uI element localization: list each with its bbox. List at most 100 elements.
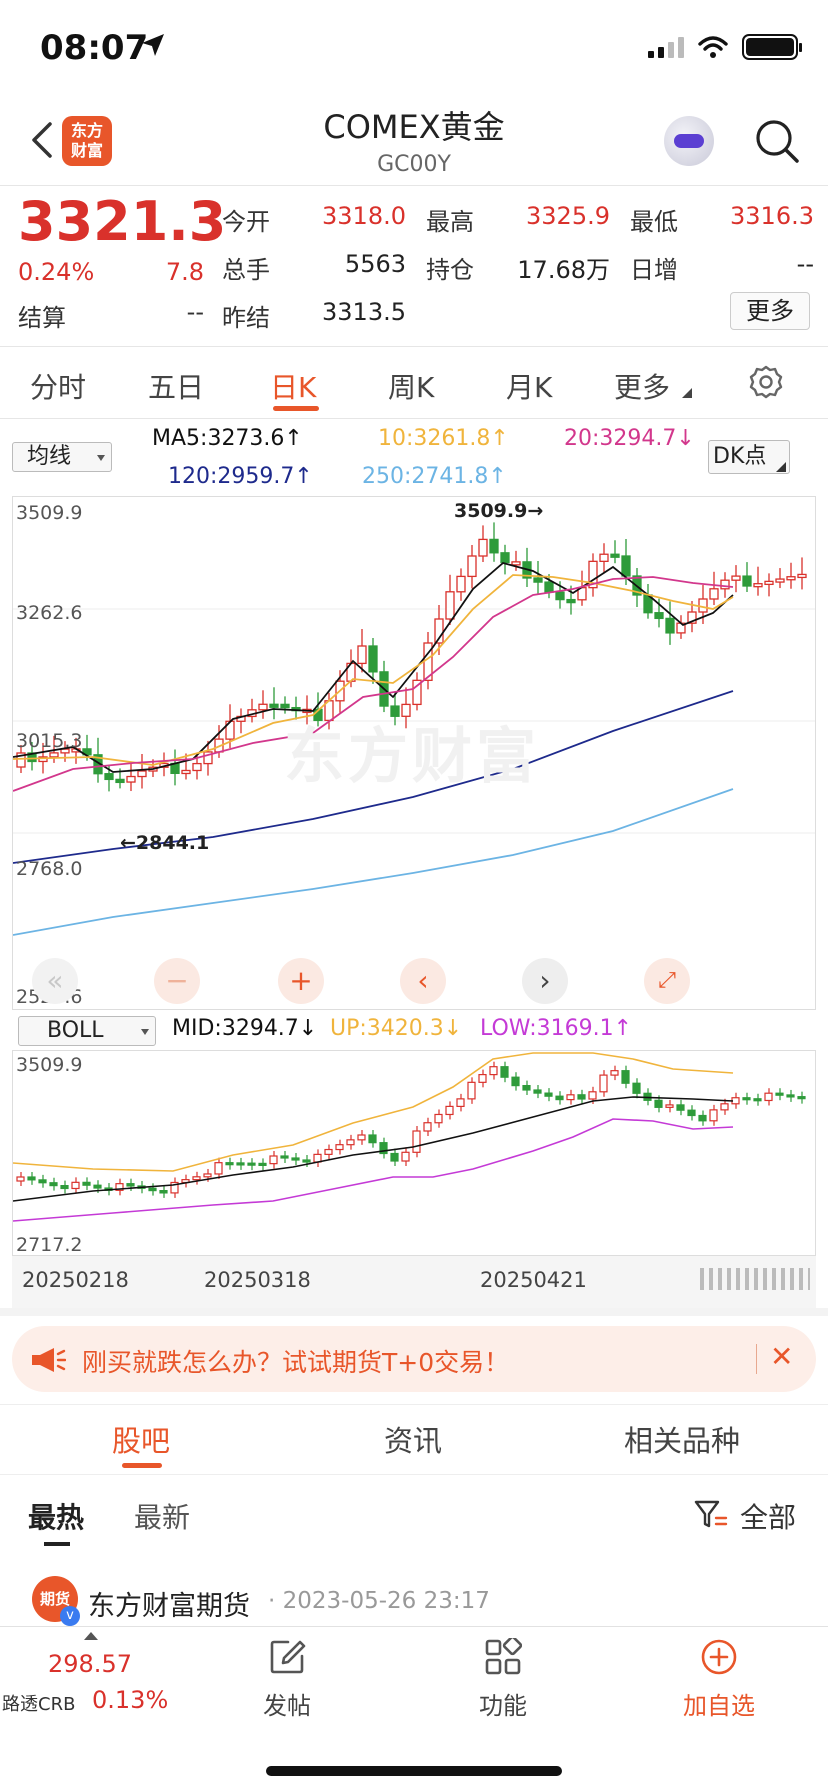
promo-banner[interactable] [12,1326,816,1392]
back-icon[interactable] [28,120,56,160]
tab-intraday[interactable]: 分时 [30,371,87,404]
boll-y-top: 3509.9 [16,1054,83,1076]
close-icon[interactable]: ✕ [770,1340,794,1373]
promo-banner-text[interactable]: 刚买就跌怎么办？试试期货T+0交易！ [82,1348,510,1377]
volume-value: 5563 [344,250,406,278]
gear-icon[interactable] [748,364,784,400]
x-label-1: 20250218 [22,1268,129,1292]
boll-selector[interactable]: BOLL [18,1016,156,1046]
daily-increase-value: -- [796,250,814,278]
app-logo: 东方 财富 [62,116,112,166]
boll-chart-canvas [13,1052,806,1222]
tab-five-day[interactable]: 五日 [148,371,205,404]
nav-add-favorite-label[interactable]: 加自选 [683,1692,755,1720]
ma120-value: 120:2959.7↑ [168,464,313,489]
subtab-hottest[interactable]: 最热 [28,1501,85,1534]
boll-chart[interactable] [12,1050,816,1256]
last-price: 3321.3 [18,190,227,253]
boll-selector-label: BOLL [47,1018,104,1043]
zoom-in-button[interactable]: + [278,958,324,1004]
settle-value: -- [186,298,204,326]
daily-increase-label: 日增 [630,256,678,284]
kline-chart-canvas [13,522,815,936]
boll-y-bottom: 2717.2 [16,1234,83,1256]
zoom-out-button[interactable]: − [154,958,200,1004]
scroll-thumb[interactable] [700,1268,810,1290]
tab-related-products[interactable]: 相关品种 [624,1424,741,1458]
edit-post-icon[interactable] [268,1638,306,1676]
divider [0,418,828,419]
divider [0,1404,828,1405]
wifi-icon [698,36,728,58]
functions-grid-icon[interactable] [484,1638,522,1676]
divider [0,346,828,347]
nav-post-label[interactable]: 发帖 [263,1692,311,1720]
indicator-selector[interactable]: 均线 [12,442,112,472]
index-name[interactable]: 路透CRB [2,1694,76,1715]
logo-line2: 财富 [70,141,103,160]
low-marker: ←2844.1 [120,832,210,854]
tab-news[interactable]: 资讯 [384,1424,443,1458]
verified-badge-icon: v [60,1606,80,1626]
nav-functions-label[interactable]: 功能 [479,1692,527,1720]
dropdown-caret-icon [97,455,105,461]
filter-all-button[interactable]: 全部 [740,1501,797,1534]
tab-weekly-k[interactable]: 周K [388,371,435,404]
ma5-value: MA5:3273.6↑ [152,426,303,451]
kline-chart[interactable] [12,496,816,1010]
x-label-3: 20250421 [480,1268,587,1292]
boll-up-value: UP:3420.3↓ [330,1016,463,1041]
expand-caret-icon[interactable] [84,1632,98,1640]
dk-point-button[interactable]: DK点 [708,440,790,474]
tab-more-caret-icon [682,388,692,398]
divider [0,185,828,186]
status-icons [648,34,802,60]
ma20-value: 20:3294.7↓ [564,426,695,451]
index-value[interactable]: 298.57 [48,1650,132,1678]
tab-monthly-k[interactable]: 月K [506,371,553,404]
y-label-1: 3509.9 [16,502,83,524]
page-title: COMEX黄金 [323,108,505,146]
content-tab-indicator [122,1463,162,1468]
tab-guba[interactable]: 股吧 [112,1424,171,1458]
divider [0,1474,828,1475]
more-quote-button[interactable]: 更多 [730,292,810,330]
banner-divider [756,1344,757,1374]
low-value: 3316.3 [730,202,814,230]
filter-icon[interactable] [694,1500,728,1530]
open-value: 3318.0 [322,202,406,230]
status-time: 08:07 [40,28,149,68]
x-axis-bar [12,1256,816,1308]
dropdown-caret-icon [141,1029,149,1035]
robot-assistant-icon[interactable] [664,116,714,166]
post-time: · 2023-05-26 23:17 [268,1588,490,1614]
dk-point-label: DK点 [713,444,767,469]
dk-caret-icon [776,462,786,472]
fullscreen-button[interactable]: ⤢ [644,958,690,1004]
index-change-percent[interactable]: 0.13% [92,1686,169,1714]
y-label-4: 2768.0 [16,858,83,880]
tab-more[interactable]: 更多 [614,371,671,404]
ma10-value: 10:3261.8↑ [378,426,509,451]
change-percent: 0.24% [18,258,95,286]
search-icon[interactable] [754,118,800,164]
scroll-right-button[interactable]: › [522,958,568,1004]
change-value: 7.8 [165,258,204,286]
scroll-left-button[interactable]: ‹ [400,958,446,1004]
scroll-left-fast-button[interactable]: « [32,958,78,1004]
low-label: 最低 [630,208,678,236]
prev-settle-label: 昨结 [222,304,270,332]
subtab-indicator [44,1542,70,1546]
open-interest-label: 持仓 [426,256,474,284]
subtab-latest[interactable]: 最新 [134,1501,191,1534]
indicator-selector-label: 均线 [27,444,72,469]
tab-daily-k[interactable]: 日K [270,371,317,404]
open-interest-value: 17.68万 [517,256,610,284]
high-value: 3325.9 [526,202,610,230]
y-label-3: 3015.3 [16,730,83,752]
post-author[interactable]: 东方财富期货 [88,1591,250,1622]
megaphone-icon [32,1348,66,1372]
section-gap [0,1308,828,1316]
add-favorite-icon[interactable] [700,1638,738,1676]
boll-low-value: LOW:3169.1↑ [480,1016,633,1041]
